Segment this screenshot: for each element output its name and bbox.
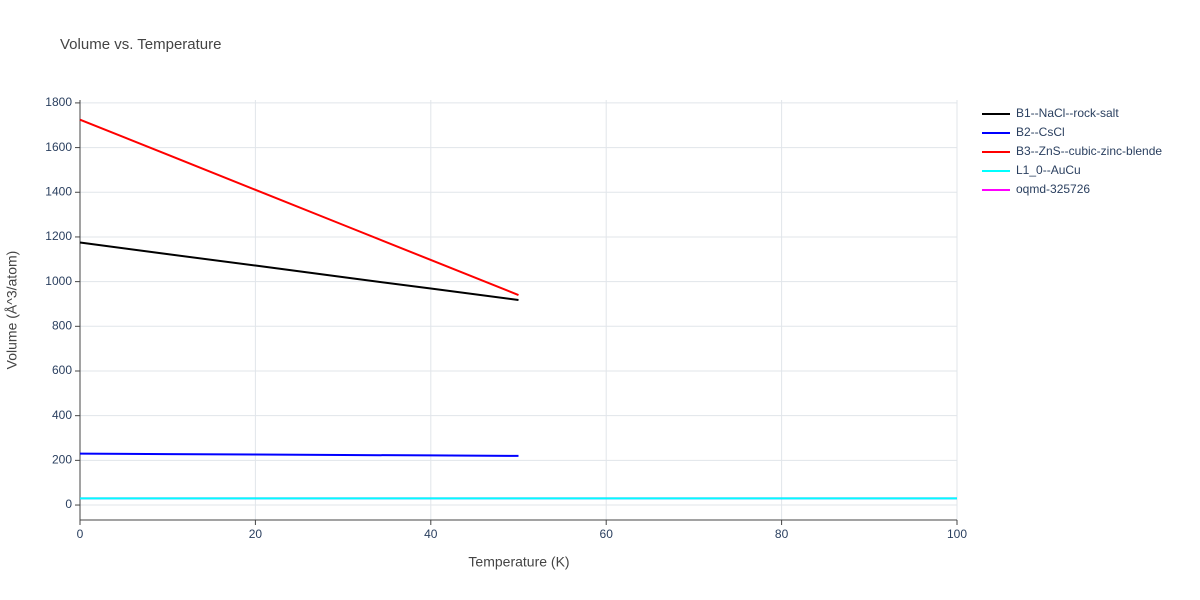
x-tick-label: 20 [249,527,263,541]
series-line [79,241,519,301]
legend-label: L1_0--AuCu [1016,163,1081,177]
chart-title: Volume vs. Temperature [60,36,221,53]
legend-label: B2--CsCl [1016,125,1065,139]
x-tick-label: 0 [77,527,84,541]
x-axis-title: Temperature (K) [468,554,569,570]
y-tick-label: 1800 [45,95,72,109]
y-tick-label: 400 [52,408,72,422]
y-axis-title: Volume (Å^3/atom) [4,251,20,370]
y-tick-label: 1000 [45,274,72,288]
x-tick-label: 40 [424,527,438,541]
legend-label: B3--ZnS--cubic-zinc-blende [1016,144,1162,158]
y-tick-label: 1600 [45,140,72,154]
y-tick-label: 0 [65,497,72,511]
y-tick-label: 800 [52,318,72,332]
series-line [79,118,519,296]
y-tick-label: 1200 [45,229,72,243]
y-tick-label: 1400 [45,184,72,198]
legend-label: oqmd-325726 [1016,182,1090,196]
x-tick-label: 80 [775,527,789,541]
x-tick-label: 60 [600,527,614,541]
series-line [79,452,519,457]
y-tick-label: 600 [52,363,72,377]
legend-label: B1--NaCl--rock-salt [1016,106,1119,120]
y-tick-label: 200 [52,453,72,467]
x-tick-label: 100 [947,527,967,541]
